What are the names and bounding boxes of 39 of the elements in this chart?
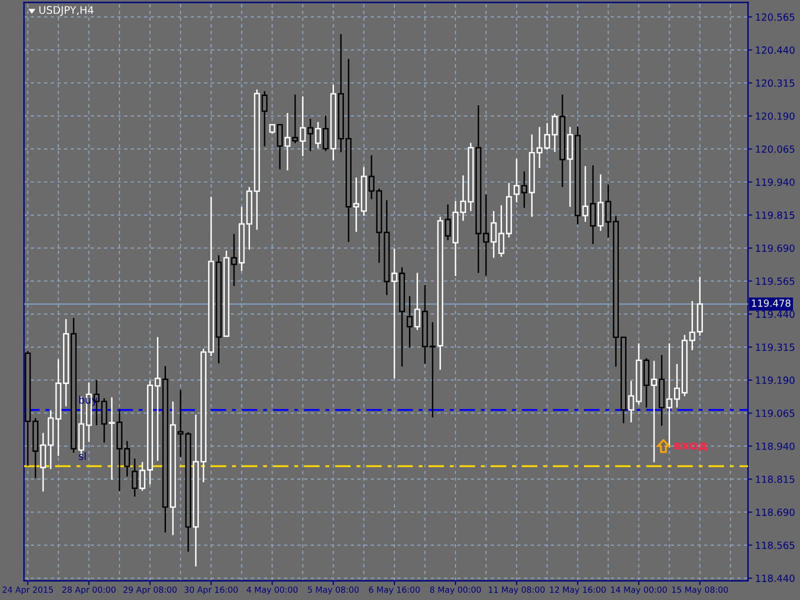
y-tick-label: 119.690 <box>756 244 795 252</box>
x-tick-label: 6 May 16:00 <box>369 586 420 594</box>
y-tick-label: 118.440 <box>756 574 795 582</box>
candlestick <box>406 295 413 348</box>
y-tick-label: 119.190 <box>756 376 795 384</box>
x-tick-label: 5 May 08:00 <box>308 586 359 594</box>
y-tick-label: 119.440 <box>756 310 795 318</box>
y-tick-label: 119.315 <box>756 344 794 351</box>
chart-title: USDJPY,H4 <box>39 6 94 16</box>
x-tick-label: 12 May 16:00 <box>550 586 606 594</box>
x-tick-label: 24 Apr 2015 <box>2 586 53 594</box>
y-tick-label: 120.190 <box>756 112 795 120</box>
y-tick-label: 119.065 <box>756 410 794 417</box>
ref-line-label: 119.478 <box>752 299 790 307</box>
y-tick-label: 118.940 <box>756 442 795 450</box>
y-tick-label: 118.815 <box>756 476 794 483</box>
candlestick <box>689 300 696 351</box>
x-tick-label: 4 May 00:00 <box>246 586 298 594</box>
x-tick-label: 28 Apr 00:00 <box>62 586 116 594</box>
candlestick <box>132 458 138 498</box>
y-tick-label: 120.440 <box>756 46 795 54</box>
ref-line-label: sl <box>78 452 86 460</box>
x-tick-label: 15 May 08:00 <box>672 586 728 594</box>
y-tick-label: 120.565 <box>756 13 794 21</box>
y-tick-label: 119.940 <box>756 178 795 186</box>
annotation: вход <box>674 442 708 452</box>
x-tick-label: 14 May 00:00 <box>611 586 667 594</box>
y-tick-label: 119.815 <box>756 211 794 219</box>
x-tick-label: 30 Apr 16:00 <box>184 586 238 594</box>
x-tick-label: 11 May 08:00 <box>488 586 545 594</box>
candlestick <box>605 184 612 238</box>
y-tick-label: 120.065 <box>756 145 794 153</box>
y-tick-label: 118.565 <box>756 542 794 549</box>
y-tick-label: 119.565 <box>756 278 794 285</box>
y-tick-label: 118.690 <box>756 508 795 516</box>
x-tick-label: 29 Apr 08:00 <box>123 586 177 594</box>
candlestick <box>300 96 306 157</box>
x-tick-label: 8 May 00:00 <box>430 586 481 594</box>
y-tick-label: 120.315 <box>756 79 794 87</box>
